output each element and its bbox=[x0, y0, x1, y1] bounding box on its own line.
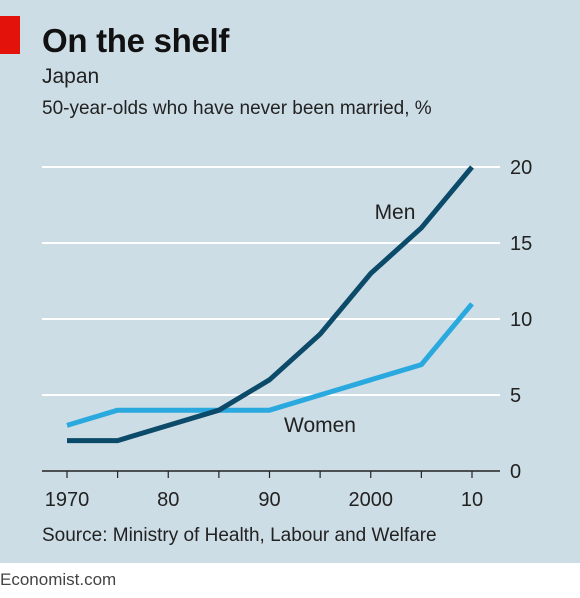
line-chart: 0 5 10 15 20 1970 80 90 2000 10 Men Women bbox=[42, 157, 533, 511]
y-tick-label-10: 10 bbox=[510, 309, 532, 331]
series-line-women bbox=[66, 302, 474, 428]
series-line-men bbox=[67, 165, 474, 444]
y-tick-label-5: 5 bbox=[510, 385, 521, 407]
tick-labels: 0 5 10 15 20 1970 80 90 2000 10 bbox=[45, 157, 533, 511]
grid-lines bbox=[42, 166, 500, 472]
annotation-women: Women bbox=[284, 414, 356, 437]
x-tick-label-1980: 80 bbox=[157, 489, 179, 511]
y-tick-label-15: 15 bbox=[510, 233, 532, 255]
chart-title: On the shelf bbox=[42, 22, 230, 59]
brand-red-tag bbox=[0, 16, 20, 54]
series-lines bbox=[66, 165, 474, 444]
x-tick-label-1970: 1970 bbox=[45, 489, 90, 511]
y-tick-label-20: 20 bbox=[510, 157, 532, 179]
y-tick-label-0: 0 bbox=[510, 461, 521, 483]
annotation-men: Men bbox=[375, 201, 416, 224]
x-tick-label-2000: 2000 bbox=[349, 489, 394, 511]
chart-subtitle: Japan bbox=[42, 65, 100, 88]
chart-description: 50-year-olds who have never been married… bbox=[42, 98, 432, 119]
chart-card bbox=[0, 0, 580, 563]
source-note: Source: Ministry of Health, Labour and W… bbox=[42, 525, 437, 546]
tick-marks bbox=[66, 471, 473, 478]
publisher-credit: Economist.com bbox=[0, 570, 117, 589]
x-tick-label-1990: 90 bbox=[258, 489, 280, 511]
x-tick-label-2010: 10 bbox=[461, 489, 483, 511]
series-annotations: Men Women bbox=[284, 201, 415, 437]
